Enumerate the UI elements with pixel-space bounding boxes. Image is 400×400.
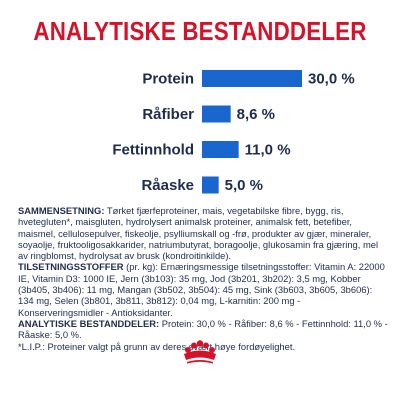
additives-heading: TILSETNINGSSTOFFER	[18, 261, 124, 273]
category-label-r-fiber: Råfiber	[142, 106, 194, 123]
value-label-r-aske: 5,0 %	[225, 177, 263, 194]
bar-r-aske	[202, 176, 219, 194]
ingredients-heading: SAMMENSETNING:	[18, 205, 105, 216]
additives-paragraph: TILSETNINGSSTOFFER (pr. kg): Ernæringsme…	[18, 261, 388, 317]
additives-text: (pr. kg): Ernæringsmessige tilsetningsst…	[18, 261, 385, 318]
ingredients-text: Tørket fjærfeproteiner, mais, vegetabils…	[18, 205, 379, 262]
footnote: *L.I.P.: Proteiner valgt på grunn av der…	[18, 340, 296, 352]
royal-canin-crown-icon	[184, 340, 216, 364]
analytical-text: Protein: 30,0 % - Råfiber: 8,6 % - Fetti…	[18, 317, 388, 341]
analytical-bar-chart: Protein 30,0 % Råfiber 8,6 % Fettinnhold 11,0…	[112, 70, 355, 194]
category-label-fettinnhold: Fettinnhold	[112, 142, 194, 159]
ingredients-paragraph: SAMMENSETNING: Tørket fjærfeproteiner, m…	[18, 205, 388, 261]
page-title: ANALYTISKE BESTANDDELER	[33, 16, 367, 46]
analytical-paragraph: ANALYTISKE BESTANDDELER: Protein: 30,0 %…	[18, 318, 388, 341]
bar-fettinnhold	[202, 141, 239, 158]
category-label-protein: Protein	[142, 71, 194, 88]
category-label-r-aske: Råaske	[141, 177, 194, 194]
bar-protein	[202, 70, 302, 87]
bar-r-fiber	[202, 105, 231, 123]
analytical-heading: ANALYTISKE BESTANDDELER:	[18, 317, 160, 329]
value-label-fettinnhold: 11,0 %	[245, 142, 291, 159]
value-label-protein: 30,0 %	[308, 71, 355, 88]
composition-block: SAMMENSETNING: Tørket fjærfeproteiner, m…	[18, 205, 388, 352]
value-label-r-fiber: 8,6 %	[237, 106, 275, 123]
